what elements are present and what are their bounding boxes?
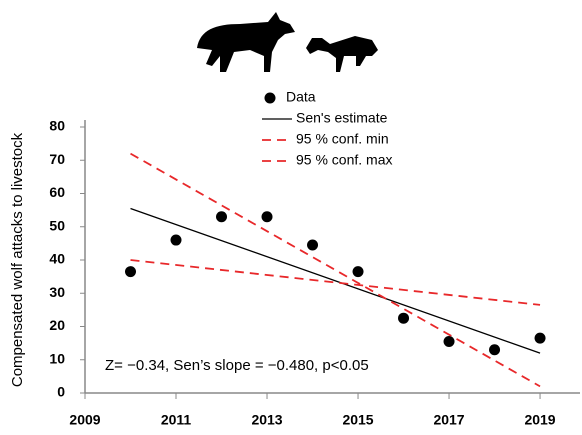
y-axis-label: Compensated wolf attacks to livestock (9, 132, 26, 387)
data-point (216, 211, 228, 223)
series-line (130, 259, 541, 306)
y-tick-label: 20 (49, 317, 65, 333)
y-tick-label: 30 (49, 284, 65, 300)
data-point (170, 234, 182, 246)
x-tick-label: 2015 (342, 412, 373, 428)
wolf-icon (197, 12, 295, 72)
y-tick-label: 0 (57, 384, 65, 400)
data-point (534, 332, 546, 344)
x-tick-label: 2011 (161, 412, 192, 428)
data-point (125, 266, 137, 278)
legend-label: 95 % conf. max (296, 152, 393, 168)
x-tick-label: 2009 (69, 412, 100, 428)
legend-label: Data (286, 89, 316, 105)
annotation: Z= −0.34, Sen’s slope = −0.480, p<0.05 (105, 357, 369, 374)
data-point (489, 344, 501, 356)
sheep-icon (306, 36, 378, 72)
y-tick-label: 50 (49, 217, 65, 233)
x-tick-label: 2013 (251, 412, 282, 428)
x-tick-label: 2019 (524, 412, 555, 428)
data-point (307, 239, 319, 251)
legend-marker (264, 92, 276, 104)
y-tick-label: 80 (49, 118, 65, 134)
y-tick-label: 60 (49, 184, 65, 200)
data-point (398, 312, 410, 324)
legend-label: Sen's estimate (296, 110, 388, 126)
legend-label: 95 % conf. min (296, 131, 389, 147)
data-point (352, 266, 364, 278)
x-tick-label: 2017 (433, 412, 464, 428)
series-line (130, 152, 541, 388)
series-line (130, 207, 541, 354)
y-tick-label: 40 (49, 251, 65, 267)
data-point (443, 335, 455, 347)
data-point (261, 211, 273, 223)
y-tick-label: 10 (49, 350, 65, 366)
y-tick-label: 70 (49, 151, 65, 167)
